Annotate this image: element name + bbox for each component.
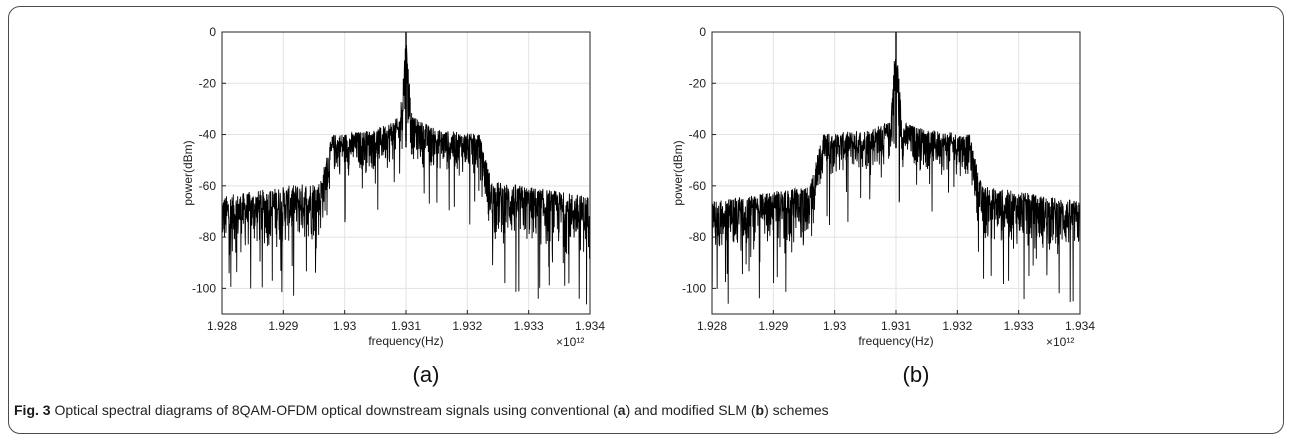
y-tick-label: -40 <box>199 128 217 142</box>
y-axis-label: power(dBm) <box>181 140 195 205</box>
x-tick-label: 1.934 <box>1065 319 1095 333</box>
x-tick-label: 1.931 <box>881 319 911 333</box>
panel-label-b: (b) <box>902 362 930 387</box>
x-tick-label: 1.928 <box>697 319 727 333</box>
x-axis-label: frequency(Hz) <box>858 334 933 348</box>
y-tick-label: -100 <box>682 281 706 295</box>
spectrum-chart-a: 1.928 1.929 1.93 1.931 1.932 1.933 1.934 0 -20 -4… <box>181 25 605 349</box>
caption-mark-b: b <box>755 402 765 418</box>
y-axis-label: power(dBm) <box>671 140 685 205</box>
chart-panel-a: 1.928 1.929 1.93 1.931 1.932 1.933 1.934 0 -20 -4… <box>181 18 605 390</box>
panel-label-a: (a) <box>412 362 440 387</box>
x-axis-label: frequency(Hz) <box>368 334 443 348</box>
caption-mark-a: a <box>617 402 626 418</box>
x-tick-label: 1.93 <box>333 319 357 333</box>
y-tick-label: -20 <box>199 76 217 90</box>
figure-frame <box>8 6 1284 434</box>
x-tick-label: 1.929 <box>268 319 298 333</box>
y-tick-label: -60 <box>689 179 707 193</box>
x-tick-label: 1.933 <box>514 319 544 333</box>
y-tick-label: -80 <box>689 230 707 244</box>
x-axis-multiplier: ×10¹² <box>1046 335 1074 349</box>
caption-fig-label: Fig. 3 <box>14 402 51 418</box>
caption-text-3: ) schemes <box>764 402 829 418</box>
x-tick-label: 1.932 <box>452 319 482 333</box>
y-tick-label: -80 <box>199 230 217 244</box>
y-tick-label: 0 <box>209 25 216 39</box>
x-tick-label: 1.93 <box>823 319 847 333</box>
x-tick-label: 1.933 <box>1004 319 1034 333</box>
y-tick-label: 0 <box>699 25 706 39</box>
y-tick-label: -100 <box>192 281 216 295</box>
caption-text-2: ) and modified SLM ( <box>625 402 756 418</box>
x-tick-label: 1.928 <box>207 319 237 333</box>
caption-text-1: Optical spectral diagrams of 8QAM-OFDM o… <box>50 402 618 418</box>
y-tick-label: -40 <box>689 128 707 142</box>
x-tick-label: 1.931 <box>391 319 421 333</box>
x-axis-multiplier: ×10¹² <box>556 335 584 349</box>
spectrum-chart-b: 1.928 1.929 1.93 1.931 1.932 1.933 1.934 0 -20 -4… <box>671 25 1095 349</box>
y-tick-label: -60 <box>199 179 217 193</box>
y-tick-label: -20 <box>689 76 707 90</box>
x-tick-label: 1.929 <box>758 319 788 333</box>
x-tick-label: 1.932 <box>942 319 972 333</box>
chart-panel-b: 1.928 1.929 1.93 1.931 1.932 1.933 1.934 0 -20 -4… <box>671 18 1095 390</box>
figure-caption: Fig. 3 Optical spectral diagrams of 8QAM… <box>14 402 1274 418</box>
x-tick-label: 1.934 <box>575 319 605 333</box>
